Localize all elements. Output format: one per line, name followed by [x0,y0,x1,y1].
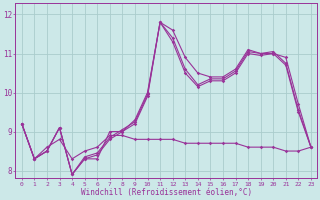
X-axis label: Windchill (Refroidissement éolien,°C): Windchill (Refroidissement éolien,°C) [81,188,252,197]
